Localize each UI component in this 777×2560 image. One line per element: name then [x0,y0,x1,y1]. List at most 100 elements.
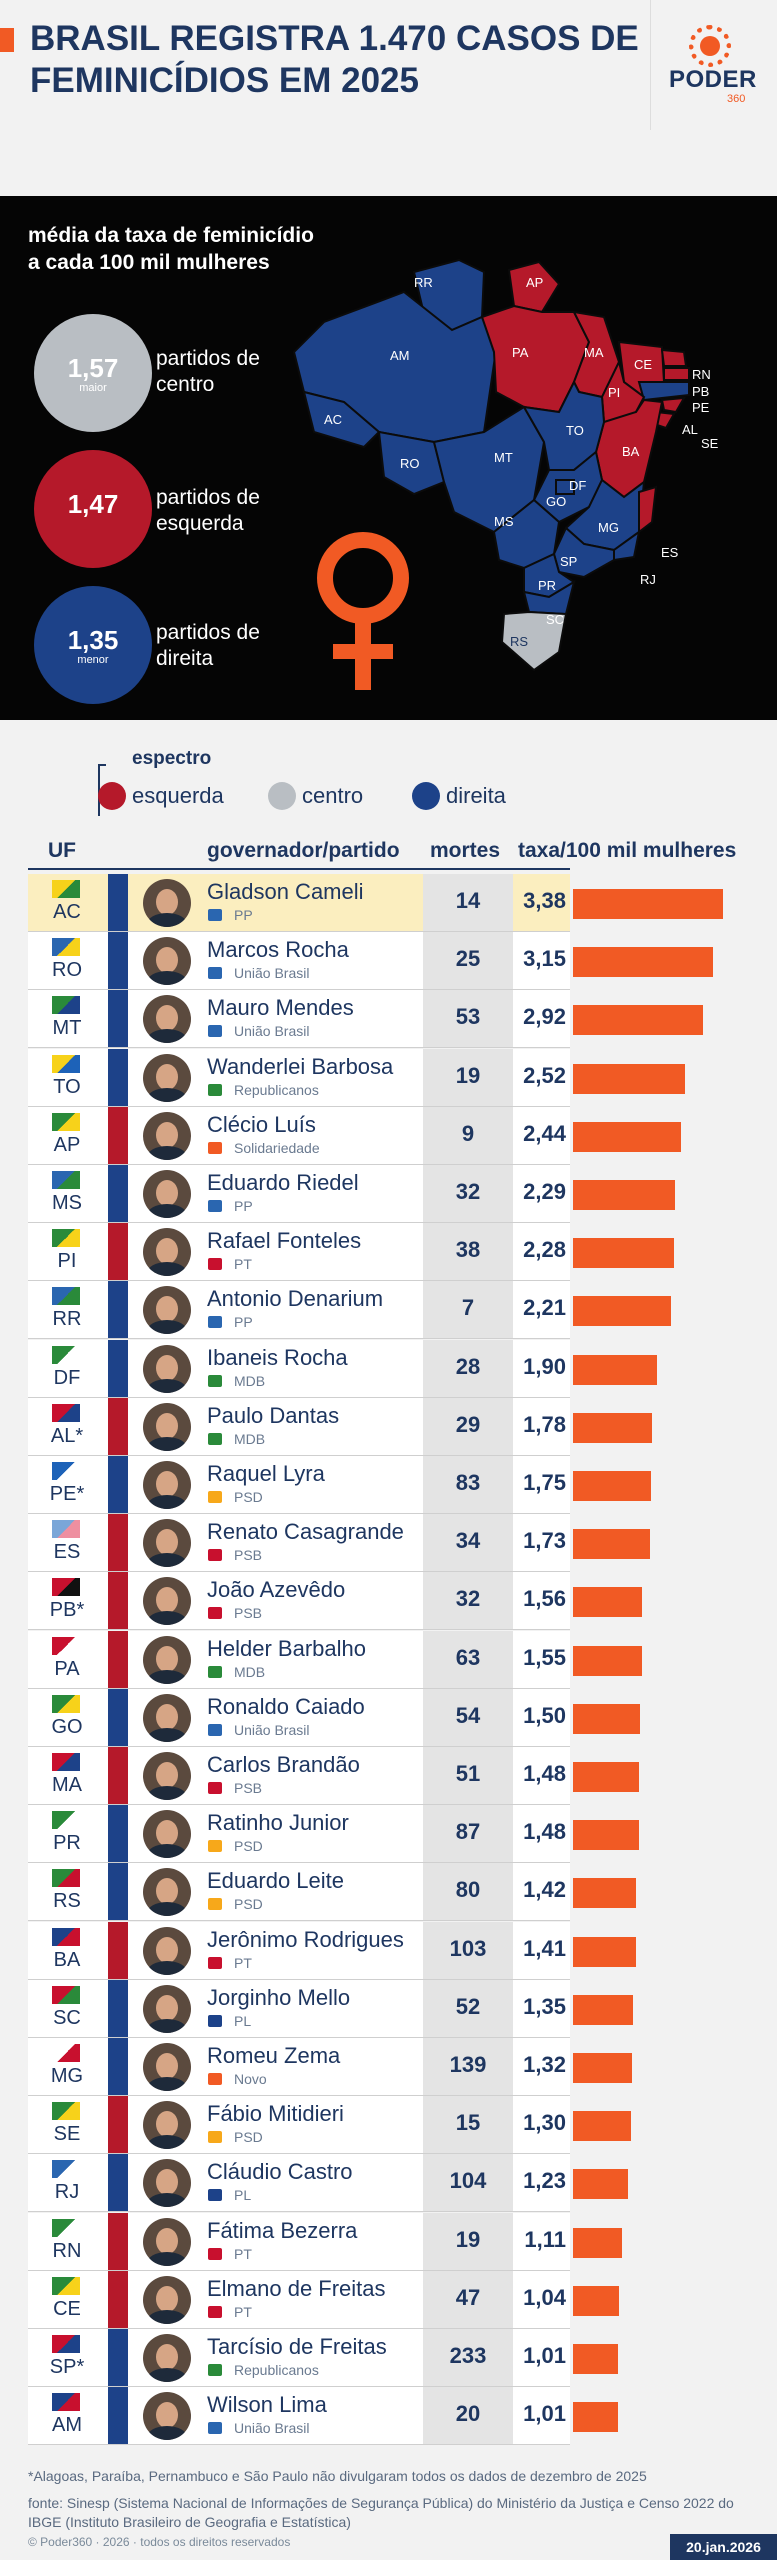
governor-avatar [143,1752,191,1800]
party-name: Republicanos [234,1082,319,1098]
uf-label: GO [51,1716,83,1738]
party-name: União Brasil [234,2420,310,2436]
map-state-ro [377,430,446,496]
map-label-go: GO [546,494,566,509]
avatar-suit [147,1379,187,1393]
governor-name: Marcos Rocha [207,937,349,962]
map-state-to [522,379,606,471]
avatar-suit [147,2310,187,2324]
spectrum-marker [108,1689,128,1746]
party-logo-icon [208,1666,222,1678]
taxa-bar [573,1646,642,1676]
row-divider [28,1222,570,1223]
avatar-face [156,1471,178,1497]
party-logo-icon [208,1607,222,1619]
mortes-cell-bg [423,1980,513,2037]
title-accent-bar [0,28,14,52]
spectrum-marker [108,2038,128,2095]
spectrum-marker [108,1281,128,1338]
avatar-face [156,947,178,973]
party-name: PT [234,2304,252,2320]
governor-name: Wanderlei Barbosa [207,1054,394,1079]
row-divider [28,1862,570,1863]
taxa-value: 1,50 [523,1703,566,1728]
map-label-al: AL [682,422,698,437]
governor-avatar [143,1286,191,1334]
party-name: PT [234,1955,252,1971]
avatar-face [156,2286,178,2312]
mortes-cell-bg [423,1863,513,1920]
mortes-value: 32 [455,1179,481,1204]
party-logo-icon [208,1025,222,1037]
state-flag-icon [52,1462,80,1480]
state-flag-icon [52,1869,80,1887]
party-name: PSB [234,1605,263,1621]
avatar-suit [147,1844,187,1858]
header: BRASIL REGISTRA 1.470 CASOS DE FEMINICÍD… [0,0,777,196]
uf-label: PB* [49,1599,85,1621]
mortes-cell-bg [423,932,513,989]
state-flag-icon [52,1928,80,1946]
direita-value: 1,35 [67,625,119,655]
spectrum-marker [108,1398,128,1455]
centro-label: partidos de centro [156,347,260,396]
party-logo-icon [208,1782,222,1794]
taxa-value: 1,42 [523,1877,566,1902]
taxa-bar [573,1529,650,1559]
party-logo-icon [208,2248,222,2260]
governor-avatar [143,1636,191,1684]
state-flag-icon [52,880,80,898]
taxa-value: 1,75 [523,1470,566,1495]
centro-sub: maior [79,382,107,394]
mortes-cell-bg [423,2387,513,2444]
row-divider [28,2037,570,2038]
mortes-value: 28 [455,1354,481,1379]
state-flag-icon [52,2335,80,2353]
map-label-ro: RO [400,456,420,471]
logo-sub: 360 [727,93,746,105]
mortes-cell-bg [423,1165,513,1222]
taxa-value: 1,90 [523,1354,566,1379]
table-row: AM Wilson Lima União Brasil 20 1,01 [0,2387,777,2445]
taxa-value: 2,44 [523,1121,566,1146]
mortes-value: 32 [455,1586,481,1611]
party-name: MDB [234,1664,266,1680]
row-divider [28,1106,570,1107]
mortes-cell-bg [423,1049,513,1106]
col-header-uf: UF [48,839,76,862]
map-label-to: TO [566,423,584,438]
party-name: PT [234,2246,252,2262]
row-divider [28,1629,570,1630]
copyright: © Poder360 · 2026 · todos os direitos re… [28,2535,291,2549]
party-name: PSB [234,1547,263,1563]
avatar-suit [147,1262,187,1276]
row-divider [28,2270,570,2271]
mortes-value: 20 [455,2401,481,2426]
source-note: fonte: Sinesp (Sistema Nacional de Infor… [28,2495,734,2530]
mortes-value: 15 [455,2110,481,2135]
mortes-value: 80 [455,1877,481,1902]
avatar-suit [147,971,187,985]
taxa-bar [573,1471,651,1501]
taxa-bar [573,2286,619,2316]
poder360-logo[interactable]: PODER 360 [650,0,777,130]
mortes-value: 25 [455,946,481,971]
mortes-value: 87 [455,1819,481,1844]
state-flag-icon [52,1346,80,1364]
centro-circle: 1,57 maior [34,314,152,432]
map-label-mg: MG [598,520,619,535]
governor-avatar [143,995,191,1043]
state-flag-icon [52,1753,80,1771]
row-divider [28,1280,570,1281]
table-row: AP Clécio Luís Solidariedade 9 2,44 [0,1107,777,1165]
map-label-ms: MS [494,514,514,529]
mortes-cell-bg [423,1572,513,1629]
uf-label: SE [53,2123,81,2145]
uf-label: PI [57,1250,77,1272]
spectrum-marker [108,2387,128,2444]
governor-name: Carlos Brandão [207,1752,360,1777]
state-flag-icon [52,2393,80,2411]
avatar-suit [147,1670,187,1684]
spectrum-marker [108,1165,128,1222]
party-logo-icon [208,1840,222,1852]
